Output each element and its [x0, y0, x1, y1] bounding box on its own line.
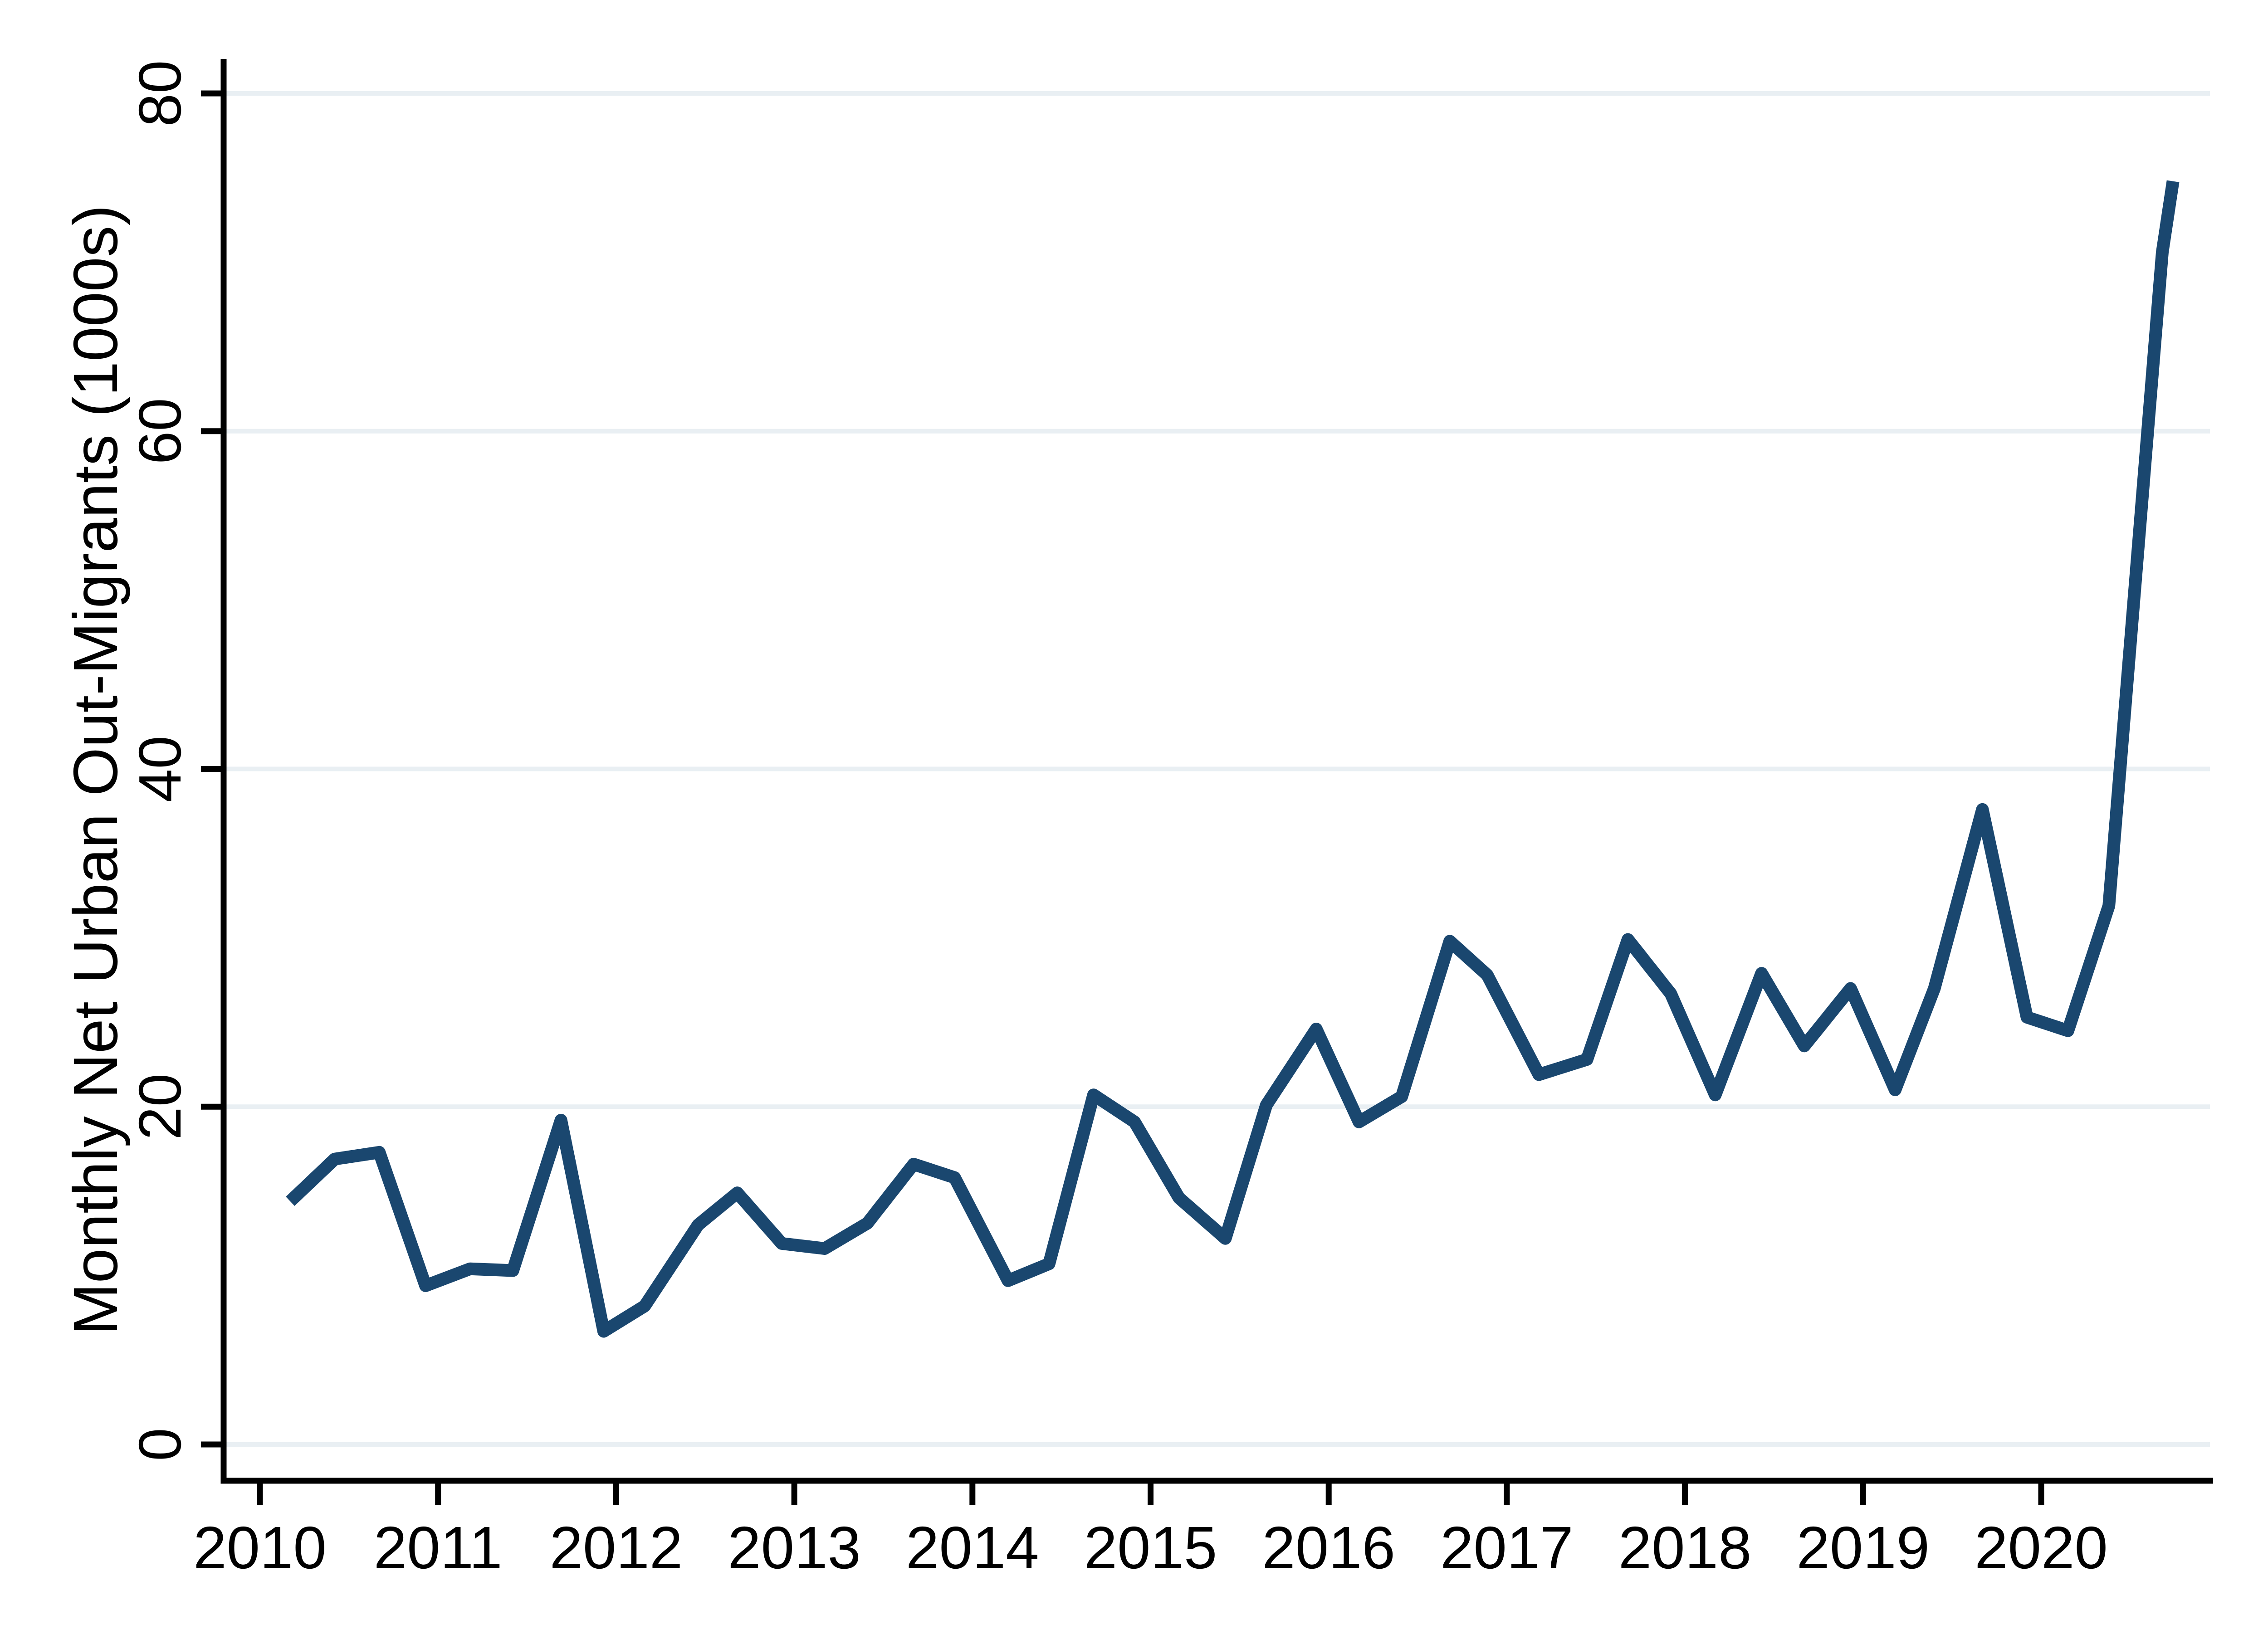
y-tick-label-40: 40: [127, 736, 193, 802]
y-axis-tick-labels: 0 20 40 60 80: [127, 60, 193, 1461]
x-tick-label-2019: 2019: [1796, 1514, 1930, 1581]
x-tick-label-2018: 2018: [1618, 1514, 1752, 1581]
y-axis-title: Monthly Net Urban Out-Migrants (1000s): [61, 205, 131, 1336]
x-tick-label-2013: 2013: [728, 1514, 861, 1581]
x-tick-label-2016: 2016: [1262, 1514, 1395, 1581]
y-tick-label-80: 80: [127, 60, 193, 127]
x-tick-label-2012: 2012: [550, 1514, 683, 1581]
x-tick-label-2020: 2020: [1975, 1514, 2108, 1581]
x-tick-label-2017: 2017: [1440, 1514, 1574, 1581]
x-tick-label-2014: 2014: [906, 1514, 1039, 1581]
y-tick-label-60: 60: [127, 398, 193, 464]
y-tick-label-20: 20: [127, 1073, 193, 1140]
x-tick-label-2011: 2011: [374, 1514, 503, 1581]
x-axis-ticks: [257, 1481, 2044, 1505]
x-axis-tick-labels: 2010 2011 2012 2013 2014 2015 2016 2017 …: [193, 1514, 2108, 1581]
y-tick-label-0: 0: [127, 1428, 193, 1461]
series-line: [286, 180, 2180, 1338]
y-axis-ticks: [201, 90, 224, 1448]
x-tick-label-2015: 2015: [1084, 1514, 1217, 1581]
gridlines: [226, 91, 2210, 1447]
x-tick-label-2010: 2010: [193, 1514, 327, 1581]
